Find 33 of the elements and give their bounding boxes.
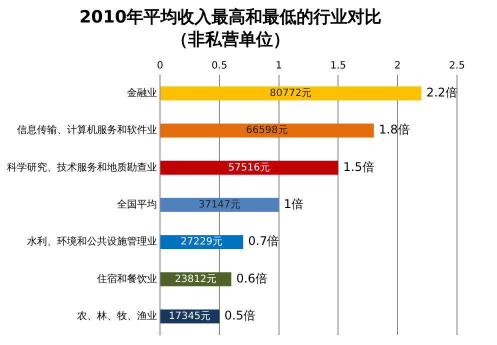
- annotation: 27229元: [180, 236, 222, 248]
- y-tick-label: 金融业: [127, 86, 157, 99]
- bar: [160, 86, 422, 100]
- y-tick-label: 水利、环境和公共设施管理业: [27, 236, 157, 248]
- y-tick-label: 住宿和餐饮业: [97, 272, 157, 285]
- x-tick-label: 0.5: [211, 60, 228, 72]
- annotation: 66598元: [246, 125, 288, 136]
- y-tick-label: 全国平均: [117, 198, 157, 210]
- x-tick-label: 0: [156, 60, 164, 72]
- data-label: 0.6倍: [236, 271, 268, 286]
- data-label: 1.5倍: [343, 160, 374, 174]
- bar: [160, 198, 279, 212]
- data-label: 0.7倍: [248, 234, 280, 248]
- data-label: 0.5倍: [224, 308, 256, 323]
- chart-title: 2010年平均收入最高和最低的行业对比: [79, 8, 382, 28]
- y-tick-label: 信息传输、计算机服务和软件业: [17, 124, 157, 136]
- bar: [160, 124, 374, 138]
- y-tick-label: 科学研究、技术服务和地质勘查业: [7, 161, 157, 174]
- annotation: 23812元: [174, 274, 217, 285]
- y-tick-label: 农、林、牧、渔业: [77, 310, 157, 322]
- data-label: 1倍: [284, 197, 304, 212]
- bar: [160, 160, 338, 175]
- data-label: 2.2倍: [426, 86, 458, 100]
- x-tick-label: 2: [394, 60, 401, 72]
- chart-subtitle: （非私营单位）: [171, 30, 290, 50]
- annotation: 57516元: [228, 162, 270, 174]
- annotation: 80772元: [270, 88, 312, 99]
- x-tick-label: 1: [276, 60, 282, 72]
- x-tick-label: 2.5: [449, 60, 465, 72]
- annotation: 37147元: [198, 199, 240, 210]
- x-tick-label: 1.5: [330, 60, 346, 72]
- data-label: 1.8倍: [378, 122, 410, 137]
- annotation: 17345元: [168, 311, 211, 322]
